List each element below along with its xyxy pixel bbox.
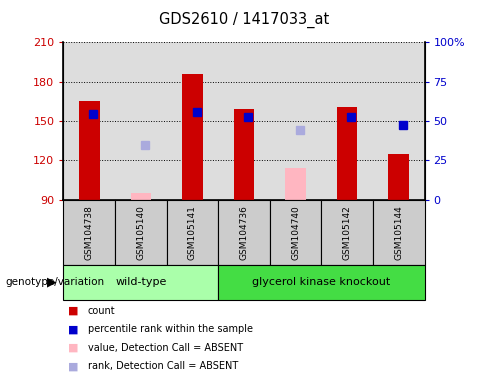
Text: GSM104740: GSM104740: [291, 205, 300, 260]
Bar: [130, 193, 151, 200]
Text: GSM104736: GSM104736: [240, 205, 248, 260]
Text: ■: ■: [68, 361, 79, 371]
Bar: [79, 101, 100, 200]
Text: glycerol kinase knockout: glycerol kinase knockout: [252, 277, 390, 287]
Text: GSM105140: GSM105140: [136, 205, 145, 260]
Text: ▶: ▶: [46, 276, 56, 289]
Text: GSM104738: GSM104738: [85, 205, 94, 260]
Text: ■: ■: [68, 306, 79, 316]
Text: GSM105142: GSM105142: [343, 205, 352, 260]
Text: count: count: [88, 306, 116, 316]
Text: percentile rank within the sample: percentile rank within the sample: [88, 324, 253, 334]
Bar: [182, 74, 203, 200]
Text: wild-type: wild-type: [115, 277, 166, 287]
Text: GDS2610 / 1417033_at: GDS2610 / 1417033_at: [159, 12, 329, 28]
Bar: [285, 168, 306, 200]
Text: ■: ■: [68, 343, 79, 353]
Text: rank, Detection Call = ABSENT: rank, Detection Call = ABSENT: [88, 361, 238, 371]
Text: value, Detection Call = ABSENT: value, Detection Call = ABSENT: [88, 343, 243, 353]
Bar: [388, 154, 409, 200]
Text: GSM105144: GSM105144: [394, 205, 403, 260]
Text: GSM105141: GSM105141: [188, 205, 197, 260]
Text: ■: ■: [68, 324, 79, 334]
Bar: [337, 106, 358, 200]
Text: genotype/variation: genotype/variation: [5, 277, 104, 287]
Bar: [234, 109, 254, 200]
